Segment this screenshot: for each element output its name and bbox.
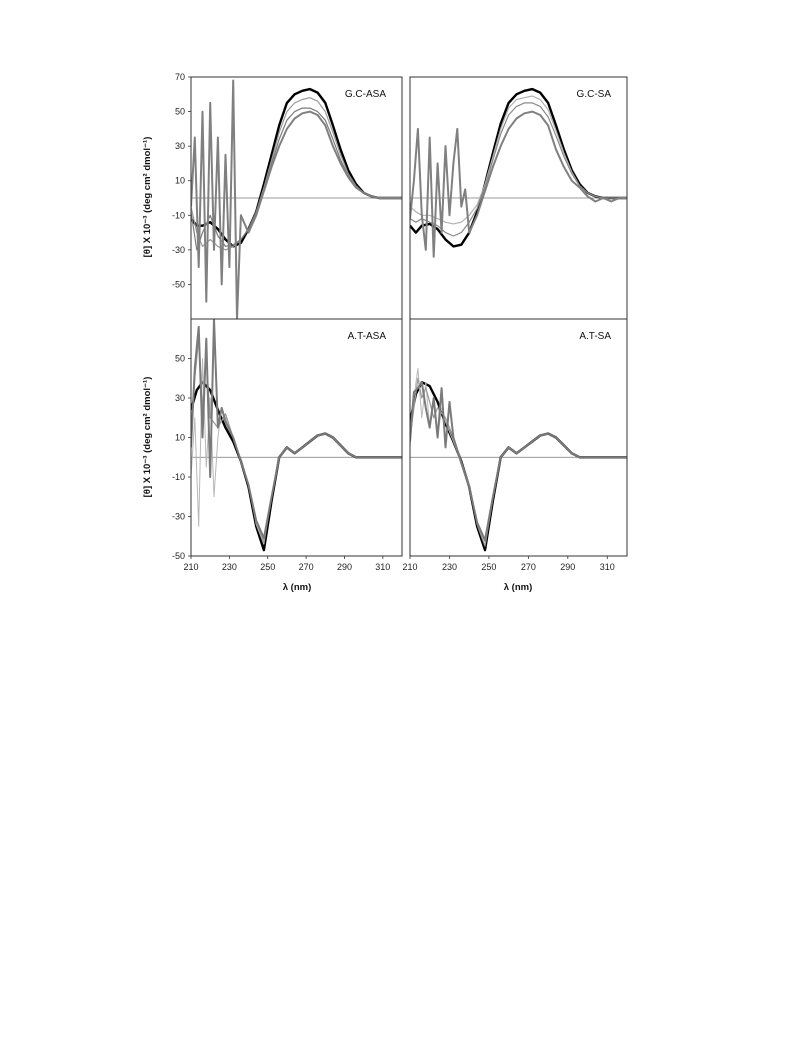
panel-label: G.C-ASA (345, 89, 386, 100)
series-line-1 (191, 381, 402, 552)
series-line-4 (410, 110, 627, 258)
y-tick-label: -30 (172, 245, 185, 255)
panel-label: G.C-SA (577, 89, 612, 100)
x-tick-label: 230 (442, 562, 457, 572)
series-line-3 (410, 102, 627, 237)
x-tick-label: 270 (299, 562, 314, 572)
panels: G.C-ASA 70 50 30 10 -10 -30 -50 G.C-SA A.T-ASA 50 3… (172, 72, 628, 572)
y-tick-label: 30 (175, 141, 185, 151)
series-line-4 (191, 319, 402, 540)
x-tick-label: 310 (375, 562, 390, 572)
panel-4: A.T-SA 210 230 250 270 290 310 (402, 318, 628, 572)
y-tick-label: -50 (172, 279, 185, 289)
y-tick-label: -30 (172, 512, 185, 522)
x-axis-title-left: λ (nm) (283, 582, 312, 593)
y-tick-label: -10 (172, 210, 185, 220)
series-line-4 (410, 381, 627, 542)
x-tick-label: 230 (222, 562, 237, 572)
panel-label: A.T-ASA (348, 331, 387, 342)
y-tick-label: 30 (175, 393, 185, 403)
x-axis-title-right: λ (nm) (504, 582, 533, 593)
y-tick-label: 10 (175, 176, 185, 186)
y-tick-label: 50 (175, 107, 185, 117)
x-tick-label: 270 (521, 562, 536, 572)
plot-frame (409, 318, 628, 557)
panel-1: G.C-ASA 70 50 30 10 -10 -30 -50 (172, 72, 403, 320)
y-tick-label: 70 (175, 72, 185, 82)
y-tick-label: 50 (175, 354, 185, 364)
x-tick-label: 250 (260, 562, 275, 572)
x-tick-label: 310 (600, 562, 615, 572)
y-axis-title-top: [θ] X 10⁻³ (deg cm² dmol⁻¹) (142, 137, 153, 258)
y-tick-label: -10 (172, 472, 185, 482)
x-tick-label: 210 (183, 562, 198, 572)
plot-frame (190, 318, 403, 557)
series-line-4 (191, 79, 402, 319)
panel-2: G.C-SA (409, 76, 628, 320)
x-tick-label: 210 (402, 562, 417, 572)
x-tick-label: 250 (481, 562, 496, 572)
y-tick-label: 10 (175, 433, 185, 443)
panel-label: A.T-SA (579, 331, 611, 342)
x-tick-label: 290 (337, 562, 352, 572)
x-tick-label: 290 (560, 562, 575, 572)
series-line-3 (191, 338, 402, 543)
y-tick-label: -50 (172, 551, 185, 561)
y-axis-title-bottom: [θ] X 10⁻³ (deg cm² dmol⁻¹) (142, 377, 153, 498)
